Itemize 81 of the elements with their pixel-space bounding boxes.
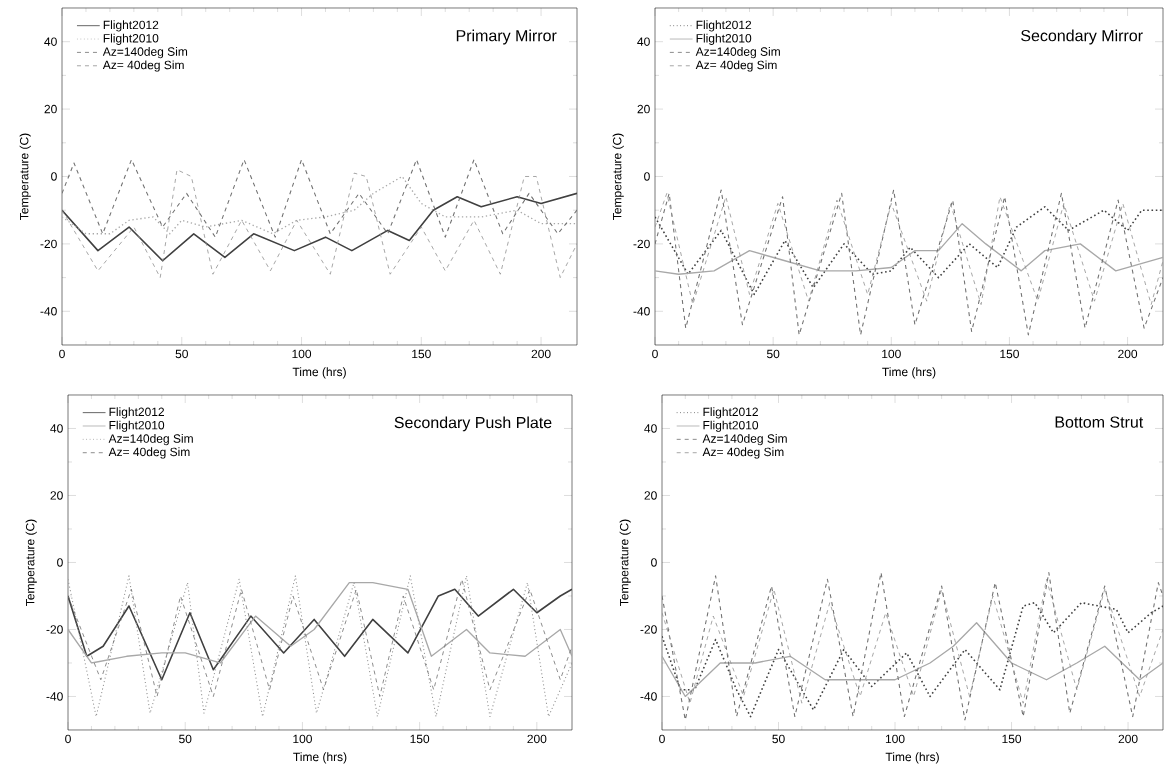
x-tick-label: 200 [531,349,551,359]
text: Primary Mirror [456,29,557,45]
y-tick-label: 40 [50,424,63,433]
x-tick-label: 100 [293,734,312,744]
text: Bottom Strut [1055,416,1144,428]
y-tick-label: 20 [44,104,57,114]
x-axis-title: Time (hrs) [885,752,939,764]
line-series [662,571,1163,721]
y-tick-label: -20 [633,239,650,249]
x-tick-label: 50 [175,349,188,359]
x-tick-label: 150 [412,349,431,359]
x-tick-label: 200 [1118,349,1138,359]
y-tick-label: -20 [40,239,57,249]
y-tick-label: -20 [46,625,63,634]
line-series [62,192,577,262]
y-tick-label: -40 [40,307,57,316]
legend-label: Az= 40deg Sim [695,60,777,72]
legend-label: Flight2012 [696,20,752,32]
line-series [655,192,1164,305]
line-series [662,601,1163,718]
legend-label: Az=140deg Sim [695,47,780,59]
x-tick-label: 100 [882,349,901,359]
y-axis-title: Temperature (C) [25,519,37,606]
x-tick-label: 100 [292,349,312,359]
legend-label: Flight2010 [696,33,752,45]
x-axis-title: Time (hrs) [293,752,347,764]
y-tick-label: 20 [644,491,657,500]
y-axis-title: Temperature (C) [619,519,631,606]
line-series [655,223,1164,275]
legend-label: Az=140deg Sim [102,47,188,59]
legend-label: Flight2012 [703,407,758,419]
y-axis-title: Temperature (C) [612,133,624,220]
y-tick-label: 20 [50,491,63,500]
x-tick-label: 50 [766,349,780,359]
x-tick-label: 50 [772,734,785,744]
line-series [68,575,573,718]
line-series [662,578,1163,704]
y-tick-label: 0 [644,172,650,181]
legend-label: Flight2010 [703,420,759,432]
x-tick-label: 150 [1000,349,1019,359]
text: Secondary Push Plate [394,416,552,432]
y-tick-label: 40 [637,37,650,46]
x-axis-title: Time (hrs) [882,367,936,379]
x-tick-label: 100 [885,734,905,744]
line-series [68,578,573,697]
line-series [62,159,577,238]
x-axis-title: Time (hrs) [292,367,346,379]
x-tick-label: 150 [410,734,430,744]
line-series [655,206,1164,296]
legend-label: Az=140deg Sim [702,434,787,446]
text: Secondary Mirror [1021,29,1143,45]
legend-label: Flight2012 [109,407,164,419]
line-series [655,189,1164,336]
x-tick-label: 150 [1002,734,1022,744]
y-tick-label: 40 [44,37,57,46]
legend-label: Flight2012 [103,20,159,32]
x-tick-label: 0 [659,734,665,744]
y-tick-label: -40 [640,692,657,701]
x-tick-label: 200 [527,734,547,744]
legend-label: Az= 40deg Sim [702,447,784,459]
line-series [62,169,577,278]
legend-label: Az= 40deg Sim [108,447,190,459]
y-tick-label: -20 [640,625,657,634]
legend-label: Az=140deg Sim [108,434,193,446]
y-tick-label: 40 [644,424,657,433]
legend-label: Flight2010 [109,420,165,432]
x-tick-label: 50 [179,734,192,744]
legend-label: Az= 40deg Sim [102,60,184,72]
x-tick-label: 200 [1118,734,1138,744]
y-axis-title: Temperature (C) [19,133,31,220]
line-series [68,588,573,681]
y-tick-label: -40 [46,692,63,701]
y-tick-label: 0 [51,172,57,181]
y-tick-label: 20 [637,104,650,114]
x-tick-label: 0 [65,734,71,744]
y-tick-label: 0 [651,558,657,567]
y-tick-label: 0 [57,558,63,567]
y-tick-label: -40 [633,307,650,316]
line-series [68,581,573,664]
line-series [62,175,577,235]
legend-label: Flight2010 [103,33,159,45]
